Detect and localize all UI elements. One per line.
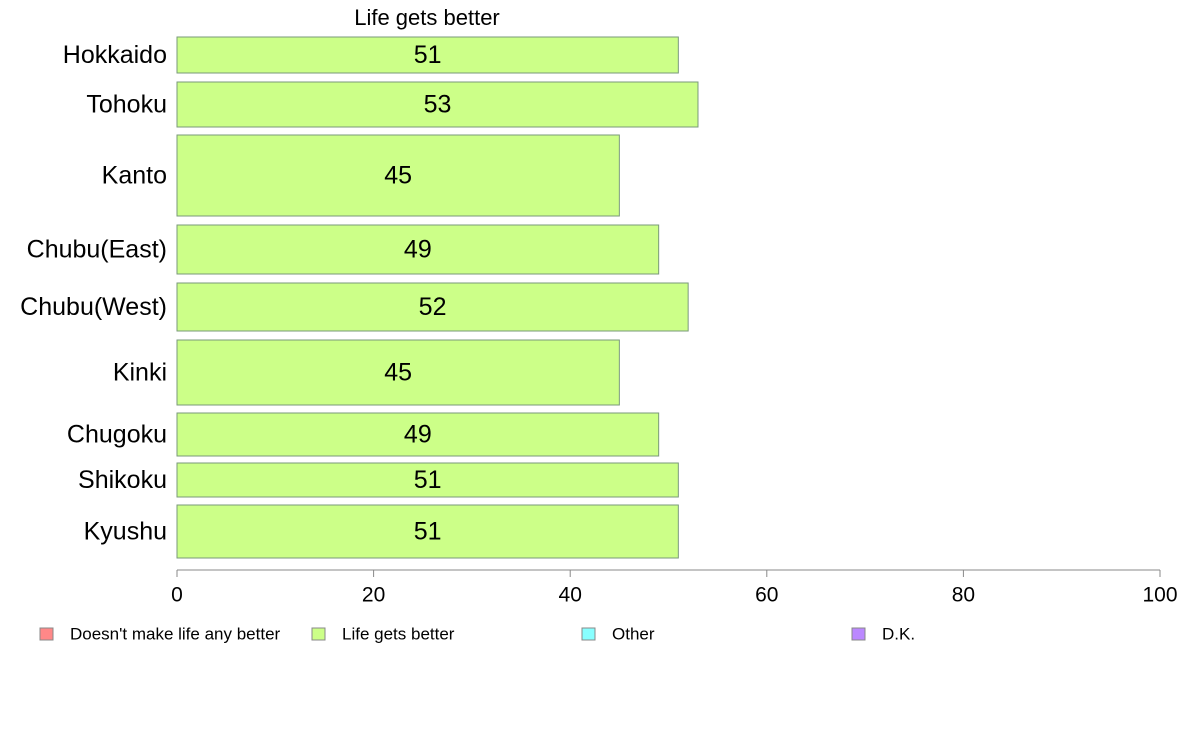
category-label: Chubu(East): [27, 236, 167, 264]
legend-swatch-d-k: [851, 627, 866, 641]
category-label: Tohoku: [86, 91, 167, 119]
bar-value-label: 45: [384, 162, 412, 190]
bar-value-label: 51: [414, 41, 442, 69]
bar-chubu-west: [176, 282, 689, 332]
bar-value-label: 45: [384, 359, 412, 387]
chart-title: Life gets better: [354, 5, 500, 30]
category-label: Hokkaido: [63, 41, 167, 69]
bar-value-label: 52: [419, 293, 447, 321]
x-tick-label: 40: [559, 584, 582, 607]
bar-kinki: [176, 339, 620, 406]
x-axis: 0 20 40 60 80 100: [171, 569, 1178, 607]
category-label: Kanto: [102, 162, 167, 190]
category-label: Kinki: [113, 359, 167, 387]
x-tick-label: 100: [1142, 584, 1177, 607]
bar-value-label: 51: [414, 518, 442, 546]
bars-group: Hokkaido 51 Tohoku 53 Kanto 45 Chubu(East) 49 Ch…: [20, 36, 699, 559]
legend-swatch-life-gets-better: [311, 627, 326, 641]
bar-kyushu: [176, 504, 679, 559]
category-label: Shikoku: [78, 466, 167, 494]
legend-label-d-k: D.K.: [882, 625, 915, 644]
bar-kanto: [176, 134, 620, 217]
legend-swatch-doesn-t-make-life-any-better: [39, 627, 54, 641]
bar-chugoku: [176, 412, 660, 457]
legend: Doesn't make life any better Life gets be…: [39, 625, 915, 644]
bar-hokkaido: [176, 36, 679, 74]
x-tick-label: 0: [171, 584, 183, 607]
bar-value-label: 53: [424, 91, 452, 119]
legend-label-doesn-t-make-life-any-better: Doesn't make life any better: [70, 625, 281, 644]
category-label: Kyushu: [84, 518, 167, 546]
category-label: Chubu(West): [20, 293, 167, 321]
bar-value-label: 49: [404, 236, 432, 264]
category-label: Chugoku: [67, 421, 167, 449]
bar-chubu-east: [176, 224, 660, 275]
bar-value-label: 49: [404, 421, 432, 449]
bar-tohoku: [176, 81, 699, 128]
legend-swatch-other: [581, 627, 596, 641]
bar-value-label: 51: [414, 466, 442, 494]
x-tick-label: 20: [362, 584, 385, 607]
legend-label-life-gets-better: Life gets better: [342, 625, 455, 644]
bar-shikoku: [176, 462, 679, 498]
x-tick-label: 80: [952, 584, 975, 607]
legend-label-other: Other: [612, 625, 655, 644]
x-tick-label: 60: [755, 584, 778, 607]
